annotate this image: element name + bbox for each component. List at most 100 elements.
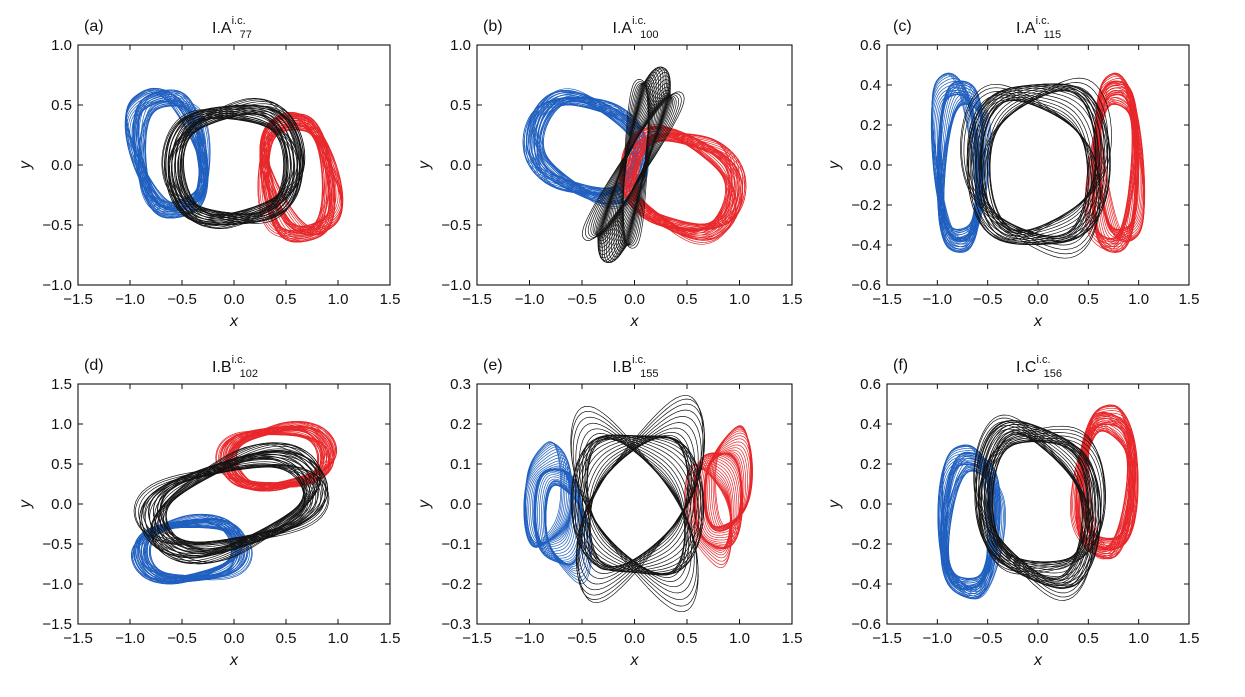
orbit-black-27 (160, 454, 311, 554)
series-black (133, 442, 330, 565)
series-blue (124, 87, 211, 219)
orbit-black-31 (978, 432, 1106, 570)
x-tick-label: −1.0 (923, 291, 953, 308)
x-tick-label: 1.0 (1128, 291, 1149, 308)
orbit-red-4 (689, 468, 732, 556)
y-tick-label: 0.5 (51, 97, 72, 114)
series-black (973, 414, 1106, 601)
panel-title-base: I.A (212, 20, 232, 37)
y-tick-label: 0.2 (860, 117, 881, 134)
orbit-black-0 (161, 109, 301, 224)
orbit-blue-32 (125, 91, 209, 210)
curves (522, 66, 747, 264)
panel-title-sup: i.c. (232, 354, 246, 366)
y-tick-label: −1.0 (42, 576, 72, 593)
orbit-black-11 (581, 436, 692, 575)
orbit-black-24 (992, 439, 1088, 565)
orbit-blue-29 (134, 519, 241, 581)
orbit-blue-38 (536, 97, 633, 194)
y-tick-label: 0.6 (860, 376, 881, 393)
orbit-blue-36 (524, 443, 566, 547)
orbit-black-27 (177, 112, 295, 217)
orbit-black-28 (173, 110, 298, 218)
orbit-blue-20 (533, 96, 641, 198)
orbit-blue-9 (149, 524, 237, 578)
y-tick-label: 0.0 (450, 157, 471, 174)
y-tick-label: −0.5 (441, 217, 471, 234)
orbit-black-6 (584, 436, 687, 578)
orbit-black-32 (150, 442, 322, 565)
panel-title: I.Ci.c. 156 (1016, 354, 1062, 380)
x-tick-label: 0.0 (224, 630, 245, 647)
orbit-black-25 (588, 434, 690, 568)
x-tick-label: 1.0 (729, 291, 750, 308)
orbit-blue-39 (942, 445, 988, 588)
orbit-black-29 (153, 448, 318, 559)
orbit-red-38 (1087, 404, 1134, 550)
y-axis-label: y (416, 160, 433, 170)
orbit-red-27 (265, 124, 335, 227)
panel-title: I.Ai.c. 115 (1016, 15, 1061, 41)
y-tick-label: 0.0 (450, 496, 471, 513)
orbit-black-25 (989, 90, 1098, 231)
orbit-blue-37 (534, 96, 635, 195)
orbit-red-39 (715, 425, 752, 527)
orbit-blue-26 (532, 467, 572, 544)
orbit-red-16 (693, 452, 743, 547)
x-tick-label: −1.0 (115, 630, 145, 647)
curves (130, 421, 338, 585)
orbit-black-6 (978, 100, 1090, 238)
orbit-red-39 (1099, 74, 1145, 239)
orbit-black-19 (149, 452, 320, 556)
panel-b: −1.5 −1.0 −0.5 0.0 0.5 1.0 1.5−1.0−0.50.00.51.… (416, 15, 802, 330)
orbit-black-7 (586, 438, 686, 576)
panel-title: I.Ai.c. 100 (613, 15, 659, 41)
orbit-blue-40 (126, 91, 205, 207)
orbit-red-17 (694, 452, 744, 545)
orbit-black-3 (575, 422, 695, 594)
x-tick-label: 0.0 (624, 630, 645, 647)
y-tick-label: 0.5 (51, 456, 72, 473)
curves (937, 404, 1139, 601)
orbit-black-5 (582, 433, 689, 582)
orbit-black-31 (167, 103, 306, 225)
x-axis-label: x (1033, 652, 1043, 669)
panel-label: (e) (483, 357, 503, 374)
orbit-black-10 (986, 429, 1086, 582)
x-tick-label: −0.5 (973, 630, 1003, 647)
x-axis-label: x (630, 652, 640, 669)
x-tick-label: −1.0 (115, 291, 145, 308)
panel-title-sup: i.c. (232, 15, 246, 27)
orbit-black-0 (570, 405, 699, 613)
orbit-black-28 (981, 82, 1109, 237)
orbit-black-26 (586, 431, 692, 571)
orbit-black-30 (979, 435, 1105, 567)
y-tick-label: 1.5 (51, 376, 72, 393)
orbit-black-30 (151, 445, 321, 562)
x-axis-label: x (630, 313, 640, 330)
orbit-red-15 (693, 453, 743, 548)
x-tick-label: −0.5 (567, 630, 597, 647)
y-tick-label: 0.5 (450, 97, 471, 114)
y-tick-label: −1.0 (42, 277, 72, 294)
orbit-black-19 (171, 106, 298, 224)
orbit-black-26 (621, 83, 650, 245)
orbit-black-17 (603, 66, 666, 263)
orbit-black-18 (971, 83, 1109, 244)
x-tick-label: −0.5 (167, 630, 197, 647)
x-tick-label: −1.5 (462, 291, 492, 308)
orbit-red-38 (636, 133, 733, 230)
panel-d: −1.5 −1.0 −0.5 0.0 0.5 1.0 1.5 −1.5 −1.0 −0.5 0.0 0… (17, 354, 400, 669)
y-tick-label: 0.0 (860, 157, 881, 174)
x-tick-label: −1.5 (63, 291, 93, 308)
series-blue (130, 513, 253, 585)
y-tick-label: 0.0 (51, 157, 72, 174)
orbit-blue-39 (931, 74, 977, 239)
panel-title-sub: 100 (640, 29, 658, 41)
orbit-blue-35 (524, 444, 568, 548)
orbit-blue-37 (931, 72, 978, 242)
panel-title-sub: 77 (240, 29, 252, 41)
x-tick-label: −1.5 (872, 291, 902, 308)
series-red (619, 124, 747, 245)
panel-title-base: I.B (613, 359, 633, 376)
